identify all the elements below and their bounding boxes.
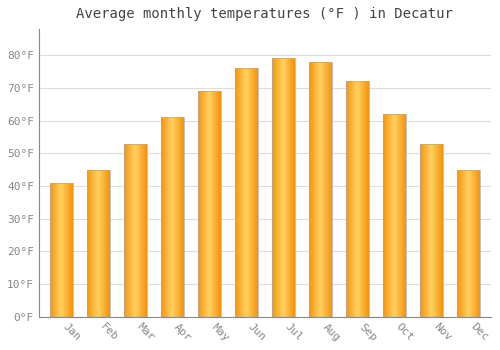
Bar	[457, 170, 480, 317]
Bar	[309, 62, 332, 317]
Bar	[235, 68, 258, 317]
Bar	[198, 91, 220, 317]
Bar	[272, 58, 295, 317]
Bar	[346, 81, 369, 317]
Bar	[420, 144, 443, 317]
Bar	[124, 144, 146, 317]
Bar	[160, 117, 184, 317]
Bar	[383, 114, 406, 317]
Bar	[86, 170, 110, 317]
Bar	[50, 183, 72, 317]
Title: Average monthly temperatures (°F ) in Decatur: Average monthly temperatures (°F ) in De…	[76, 7, 453, 21]
